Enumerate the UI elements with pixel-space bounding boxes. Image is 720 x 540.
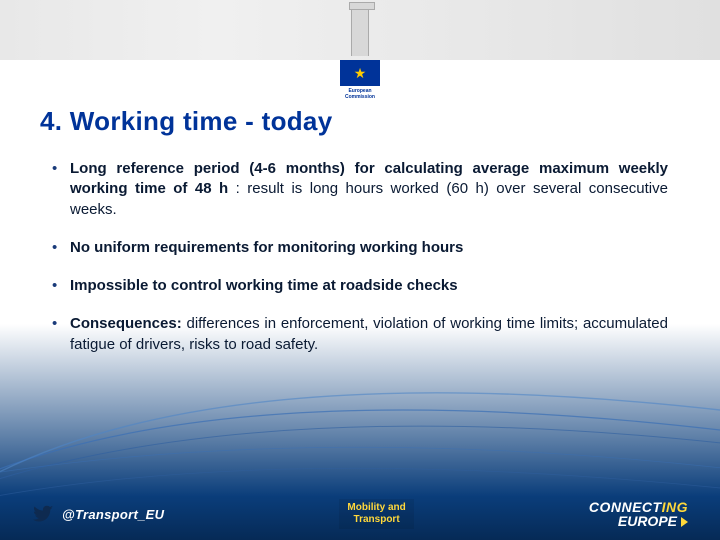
footer: @Transport_EU Mobility and Transport CON… <box>0 488 720 540</box>
bullet-run: Impossible to control working time at ro… <box>70 277 458 294</box>
slide: ★ European Commission 4. Working time - … <box>0 0 720 540</box>
logo-org-label: European Commission <box>332 88 388 100</box>
bullet-item: Long reference period (4-6 months) for c… <box>52 159 668 220</box>
slide-title: 4. Working time - today <box>40 106 680 137</box>
bullet-run: No uniform requirements for monitoring w… <box>70 239 463 256</box>
content-area: Long reference period (4-6 months) for c… <box>0 147 720 355</box>
twitter-icon <box>32 503 54 525</box>
eu-flag-icon: ★ <box>340 60 380 86</box>
bullet-run: Consequences: <box>70 315 182 332</box>
logo-org-line2: Commission <box>345 94 375 100</box>
twitter-handle: @Transport_EU <box>62 507 164 522</box>
bullet-item: No uniform requirements for monitoring w… <box>52 238 668 258</box>
twitter-handle-wrap: @Transport_EU <box>32 503 164 525</box>
logo-pillar <box>351 8 369 56</box>
department-label: Mobility and Transport <box>339 499 413 529</box>
department-line2: Transport <box>354 514 400 525</box>
brand-line1: CONNECTING <box>589 500 688 514</box>
department-line1: Mobility and <box>347 502 405 513</box>
brand-logo: CONNECTING EUROPE <box>589 500 688 528</box>
decorative-curves <box>0 330 720 510</box>
brand-line2: EUROPE <box>589 514 688 528</box>
bullet-item: Impossible to control working time at ro… <box>52 276 668 296</box>
bullet-list: Long reference period (4-6 months) for c… <box>52 159 668 355</box>
ec-logo: ★ European Commission <box>332 8 388 98</box>
bullet-item: Consequences: differences in enforcement… <box>52 314 668 355</box>
